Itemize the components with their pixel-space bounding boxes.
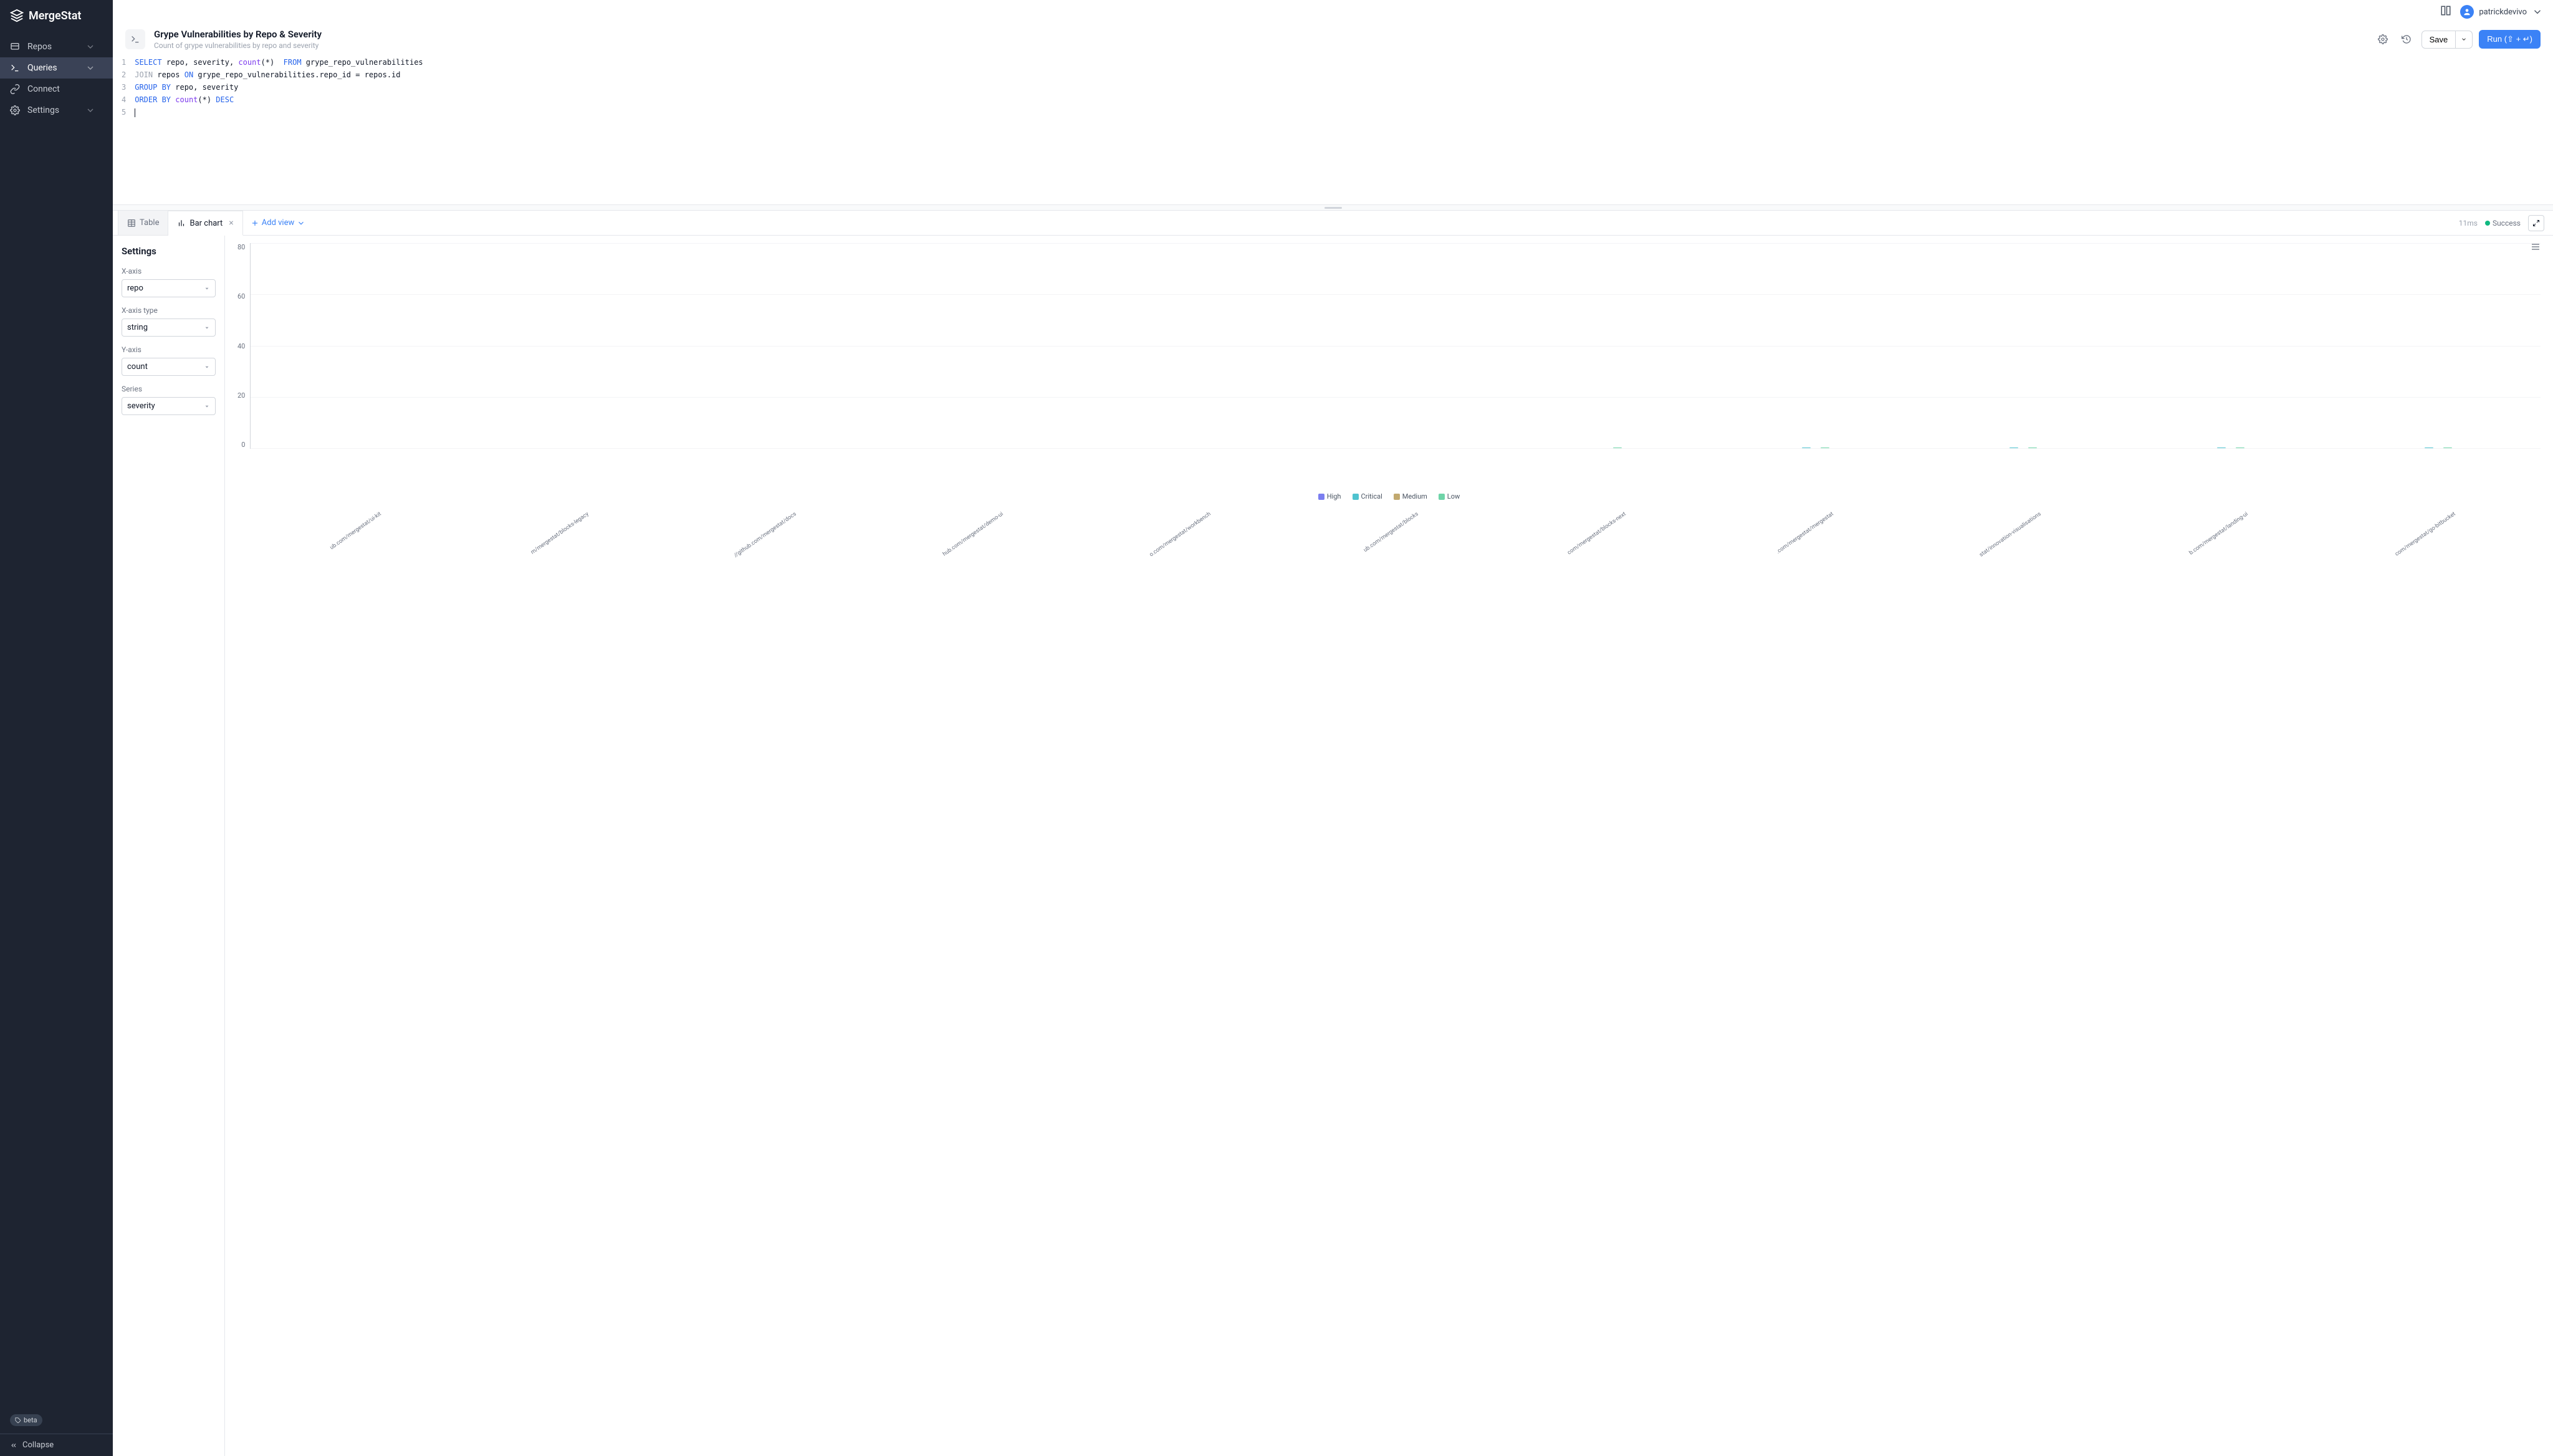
- user-name: patrickdevivo: [2479, 7, 2527, 17]
- line-gutter: 12345: [117, 56, 135, 118]
- yaxis-select[interactable]: count: [122, 358, 216, 376]
- view-tabs: Table Bar chart × Add view 11ms Success: [113, 211, 2553, 236]
- collapse-sidebar-button[interactable]: Collapse: [0, 1434, 113, 1456]
- tab-table[interactable]: Table: [118, 211, 168, 235]
- chart-legend: HighCriticalMediumLow: [237, 489, 2541, 502]
- expand-button[interactable]: [2528, 215, 2544, 231]
- sql-editor[interactable]: 12345 SELECT repo, severity, count(*) FR…: [113, 56, 2553, 118]
- nav-queries[interactable]: Queries: [0, 57, 113, 79]
- beta-badge: beta: [10, 1414, 42, 1426]
- add-view-button[interactable]: Add view: [243, 211, 314, 235]
- chart-plot: [250, 243, 2541, 449]
- page-header: Grype Vulnerabilities by Repo & Severity…: [113, 24, 2553, 56]
- nav-settings[interactable]: Settings: [0, 100, 113, 121]
- legend-item[interactable]: High: [1318, 492, 1341, 501]
- close-tab-icon[interactable]: ×: [229, 218, 233, 228]
- query-status: 11ms Success: [2450, 211, 2553, 235]
- chart-settings-panel: Settings X-axis repo X-axis type string …: [113, 236, 225, 1456]
- code-content: SELECT repo, severity, count(*) FROM gry…: [135, 56, 2553, 118]
- chart-y-axis: 806040200: [237, 243, 250, 449]
- chart-x-axis: ub.com/mergestat/ui-kitm/mergestat/block…: [237, 449, 2541, 489]
- topbar: patrickdevivo: [113, 0, 2553, 24]
- status-dot: [2485, 221, 2490, 226]
- user-menu[interactable]: patrickdevivo: [2460, 5, 2543, 19]
- nav-connect[interactable]: Connect: [0, 79, 113, 100]
- settings-heading: Settings: [122, 246, 216, 257]
- save-button-group: Save: [2421, 31, 2473, 49]
- brand-name: MergeStat: [29, 9, 81, 22]
- panel-toggle-icon[interactable]: [2440, 5, 2451, 19]
- editor-splitter[interactable]: [113, 204, 2553, 211]
- tab-barchart[interactable]: Bar chart ×: [168, 211, 242, 236]
- chart-panel: 806040200 ub.com/mergestat/ui-kitm/merge…: [225, 236, 2553, 1456]
- brand-logo[interactable]: MergeStat: [0, 0, 113, 31]
- page-subtitle: Count of grype vulnerabilities by repo a…: [154, 41, 2365, 50]
- main: patrickdevivo Grype Vulnerabilities by R…: [113, 0, 2553, 1456]
- xaxis-select[interactable]: repo: [122, 279, 216, 297]
- history-icon[interactable]: [2398, 31, 2415, 48]
- query-time: 11ms: [2459, 219, 2478, 228]
- run-button[interactable]: Run (⇧ + ↵): [2479, 30, 2541, 49]
- legend-item[interactable]: Critical: [1353, 492, 1382, 501]
- legend-item[interactable]: Medium: [1394, 492, 1427, 501]
- user-avatar-icon: [2460, 5, 2474, 19]
- results-panel: Table Bar chart × Add view 11ms Success: [113, 211, 2553, 1456]
- sidebar: MergeStat Repos Queries Connect Settings: [0, 0, 113, 1456]
- xaxistype-select[interactable]: string: [122, 318, 216, 337]
- nav: Repos Queries Connect Settings: [0, 31, 113, 1414]
- settings-gear-icon[interactable]: [2374, 31, 2392, 48]
- save-button[interactable]: Save: [2421, 31, 2456, 49]
- chevron-down-icon: [2532, 6, 2543, 17]
- query-icon: [125, 29, 145, 49]
- nav-repos[interactable]: Repos: [0, 36, 113, 57]
- page-title: Grype Vulnerabilities by Repo & Severity: [154, 29, 2365, 40]
- series-select[interactable]: severity: [122, 397, 216, 415]
- save-dropdown[interactable]: [2456, 31, 2473, 49]
